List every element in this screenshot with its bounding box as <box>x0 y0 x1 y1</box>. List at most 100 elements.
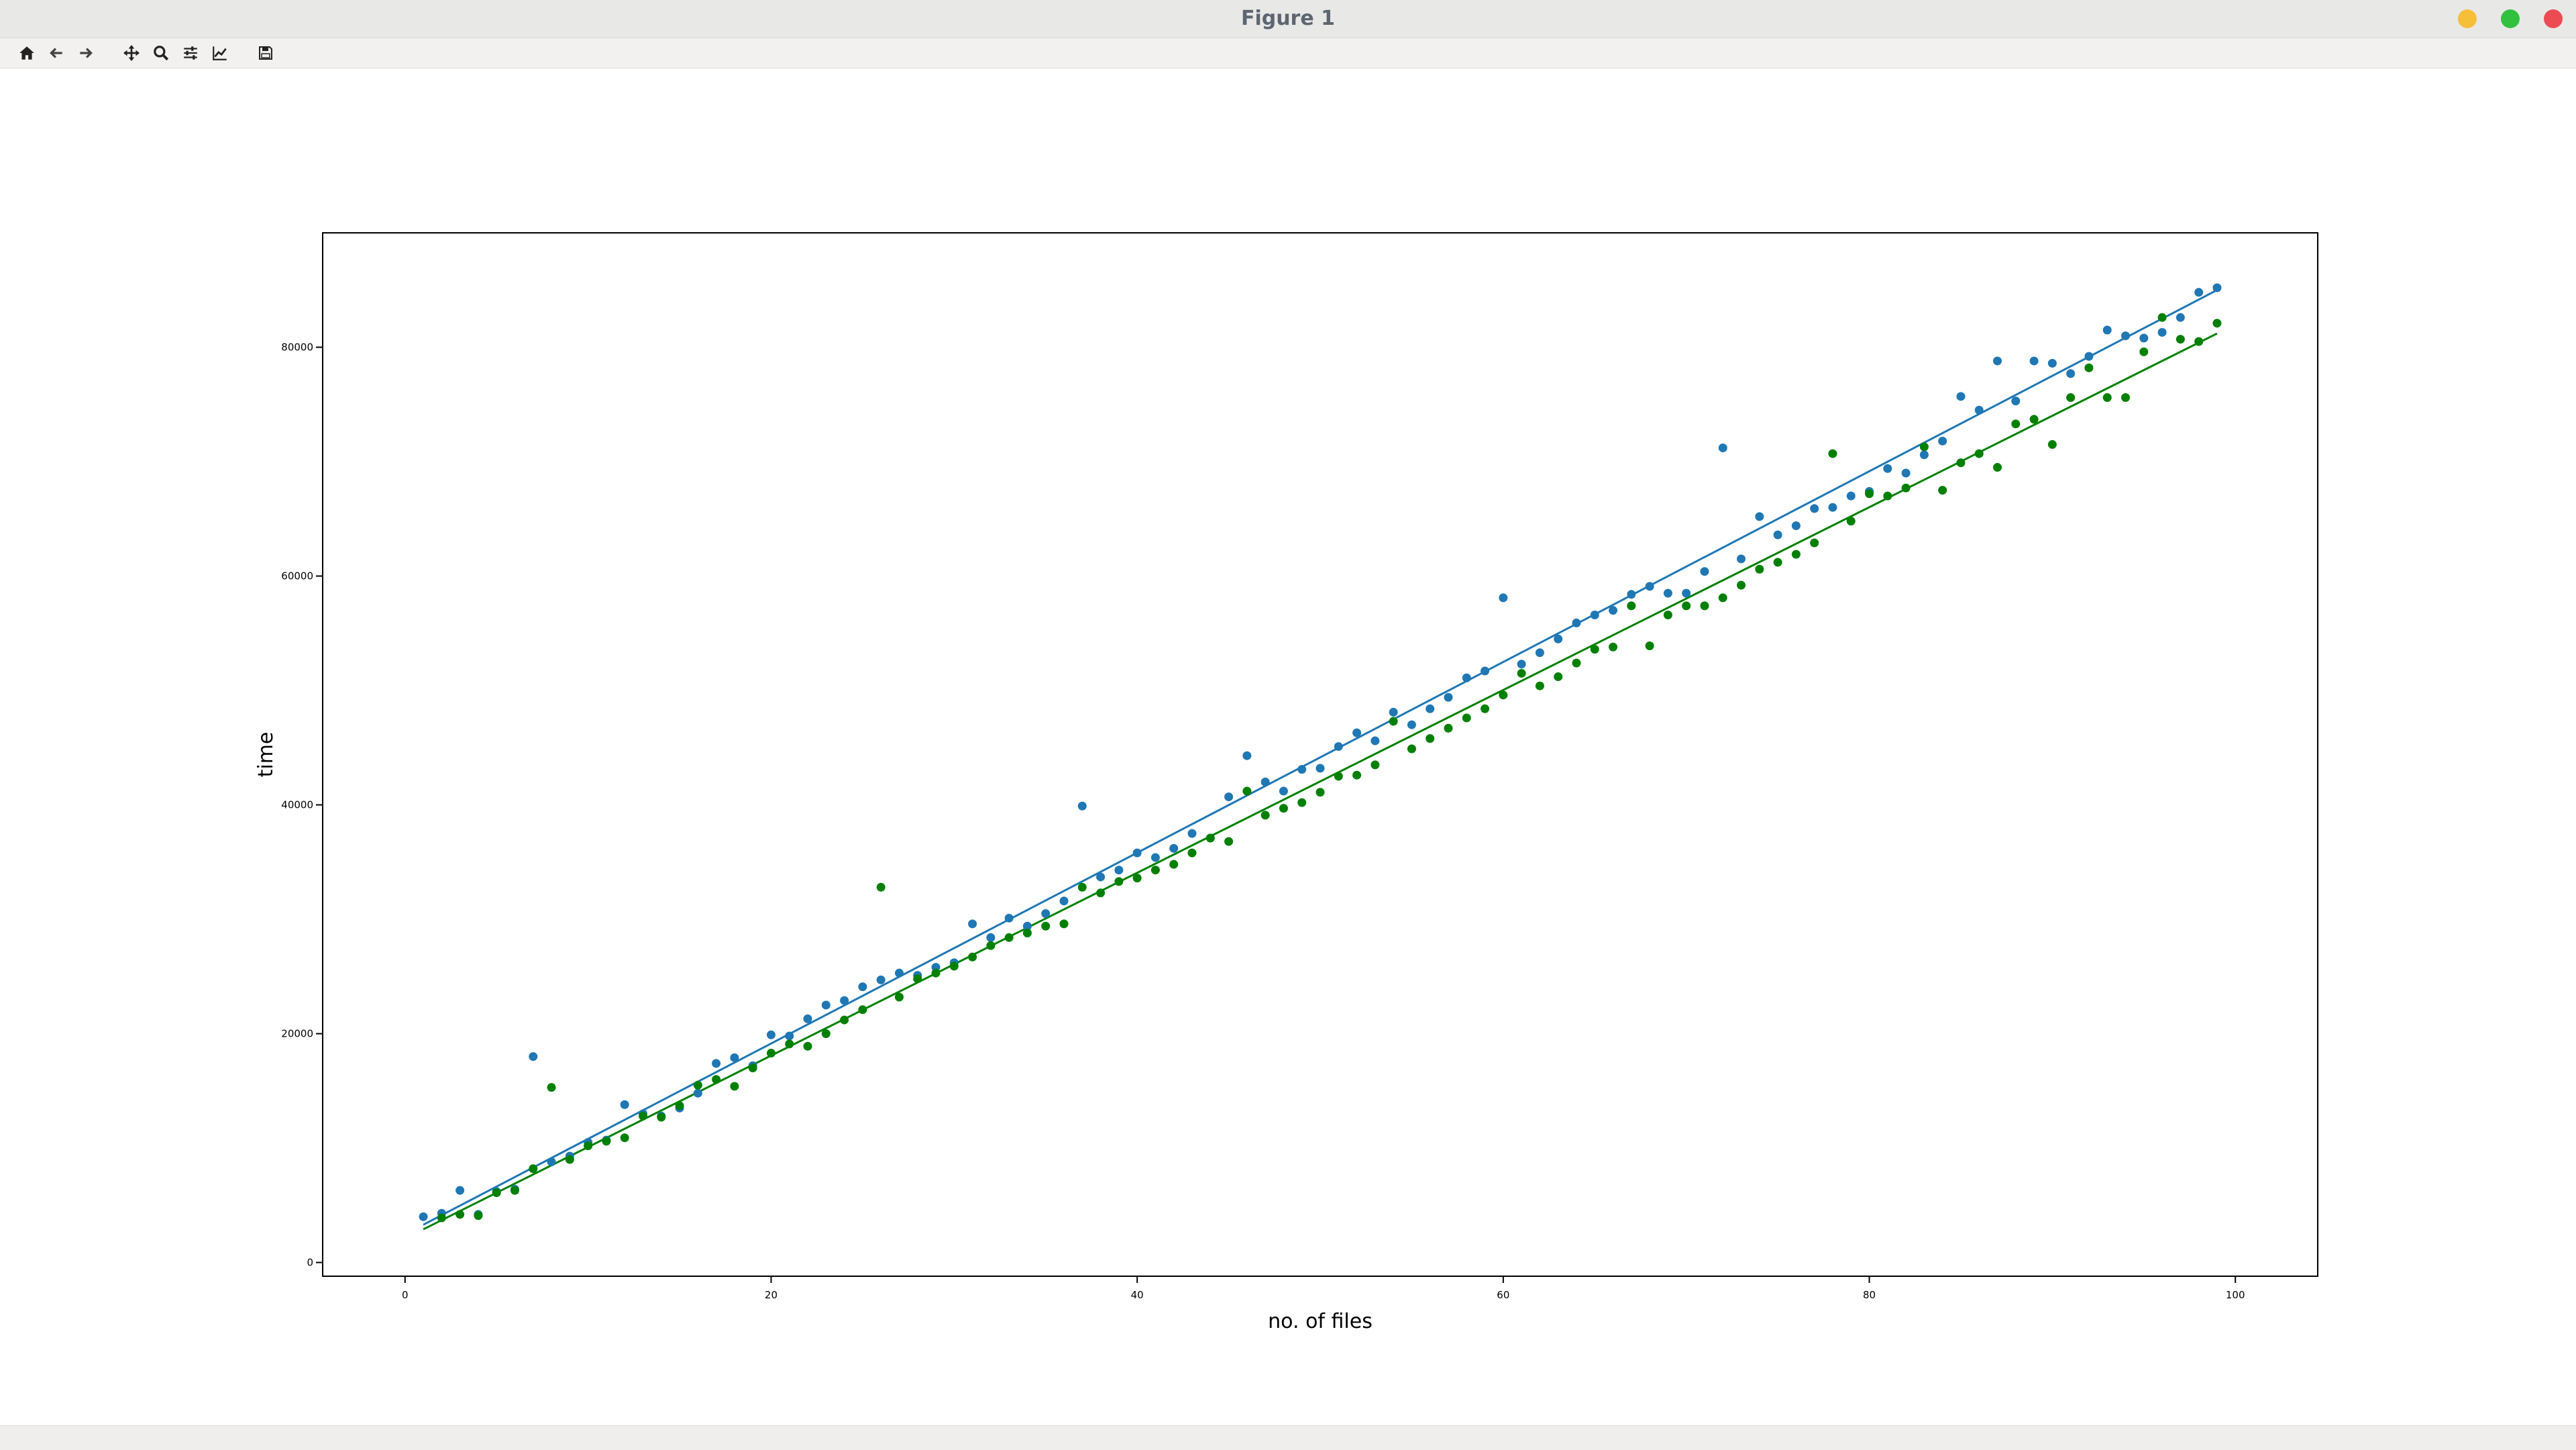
series-2-point <box>1260 811 1270 820</box>
series-1-point <box>1993 356 2002 366</box>
series-1-point <box>730 1053 739 1062</box>
x-tick-label: 80 <box>1863 1289 1876 1301</box>
line-chart-icon <box>213 46 227 60</box>
series-1-point <box>968 919 977 929</box>
series-1-point <box>1316 764 1325 773</box>
series-1-point <box>986 933 996 942</box>
x-tick-label: 40 <box>1131 1289 1144 1301</box>
series-2-point <box>1755 564 1764 574</box>
series-2-point <box>602 1137 611 1146</box>
move-arrows-icon <box>123 45 140 61</box>
series-2-point <box>1590 645 1599 654</box>
series-2-point <box>510 1186 519 1195</box>
series-1-point <box>2084 352 2094 361</box>
series-1-point <box>1371 736 1380 745</box>
y-tick-label: 60000 <box>281 570 313 582</box>
series-1-point <box>1663 588 1672 598</box>
series-2-point <box>858 1005 867 1015</box>
series-2-point <box>1389 717 1398 726</box>
series-2-point <box>821 1029 830 1039</box>
series-2-point <box>1901 483 1911 493</box>
x-tick-label: 60 <box>1497 1289 1509 1301</box>
series-2-point <box>748 1064 757 1073</box>
series-2-point <box>584 1141 593 1151</box>
series-1-point <box>1791 521 1801 530</box>
series-2-point <box>2121 393 2131 403</box>
series-2-point <box>1132 874 1142 883</box>
x-axis-label: no. of files <box>1268 1310 1373 1333</box>
series-2-point <box>1828 449 1837 458</box>
sliders-icon <box>184 46 197 60</box>
series-2-point <box>1627 601 1636 611</box>
series-1-point <box>2066 369 2076 378</box>
minimize-button[interactable] <box>2458 9 2477 28</box>
series-2-point <box>876 882 885 892</box>
series-2-point <box>1352 770 1362 780</box>
series-1-point <box>1755 512 1764 521</box>
series-2-point <box>766 1049 775 1058</box>
series-2-point <box>1279 804 1288 813</box>
floppy-disk-icon <box>259 46 272 60</box>
window-title: Figure 1 <box>1240 7 1336 30</box>
series-2-point <box>437 1213 446 1223</box>
series-2-point <box>1059 919 1069 929</box>
arrow-left-icon <box>50 48 62 58</box>
series-1-point <box>858 982 867 992</box>
series-2-point <box>2011 419 2021 429</box>
y-tick-label: 20000 <box>281 1028 313 1040</box>
series-2-point <box>1499 690 1508 700</box>
figure-canvas[interactable]: 0 20 40 60 80 100 0 20000 40000 60000 80000 no. o… <box>0 68 2576 1425</box>
edit-axis-button[interactable] <box>208 41 232 65</box>
series-2-point <box>1150 866 1160 875</box>
series-1-point <box>1810 504 1819 513</box>
y-tick-label: 0 <box>307 1257 313 1269</box>
home-button[interactable] <box>15 41 39 65</box>
series-2-point <box>2139 347 2149 356</box>
series-1-point <box>785 1031 794 1041</box>
series-1-point <box>1224 792 1234 802</box>
series-2-point <box>2176 335 2185 344</box>
series-1-point <box>1462 673 1471 682</box>
save-button[interactable] <box>254 41 278 65</box>
series-2-point <box>1773 558 1782 567</box>
series-2-point <box>1993 463 2002 472</box>
series-1-point <box>876 975 885 984</box>
series-1-point <box>1590 610 1599 619</box>
series-1-point <box>894 968 904 978</box>
series-1-point <box>2139 333 2149 343</box>
series-2-point <box>2194 337 2204 346</box>
series-1-point <box>529 1052 538 1061</box>
axes-frame <box>322 232 2318 1277</box>
series-1-fit-line <box>423 289 2218 1226</box>
series-1-point <box>1535 648 1544 658</box>
series-2-point <box>675 1101 684 1110</box>
forward-button[interactable] <box>74 41 98 65</box>
series-1-point <box>1279 786 1288 796</box>
series-2-point <box>1554 672 1563 682</box>
series-2-point <box>1810 538 1819 548</box>
zoom-button[interactable] <box>149 41 173 65</box>
configure-subplots-button[interactable] <box>178 41 203 65</box>
series-2-point <box>547 1083 556 1092</box>
series-2-point <box>1682 601 1691 611</box>
series-1-point <box>1828 503 1837 512</box>
series-2-point <box>1517 668 1526 678</box>
series-2-point <box>1169 860 1179 869</box>
series-2-point <box>1609 642 1618 652</box>
series-2-point <box>730 1082 739 1091</box>
series-2-point <box>1956 458 1966 468</box>
series-1-point <box>1297 765 1307 774</box>
back-button[interactable] <box>44 41 68 65</box>
close-button[interactable] <box>2544 9 2563 28</box>
series-1-point <box>1682 588 1691 598</box>
series-2-point <box>1187 848 1197 858</box>
series-2-point <box>1022 928 1032 937</box>
series-2-point <box>1444 723 1453 733</box>
series-2-point <box>2157 313 2167 322</box>
series-1-point <box>1041 909 1051 919</box>
series-1-point <box>1169 843 1179 853</box>
maximize-button[interactable] <box>2501 9 2520 28</box>
pan-button[interactable] <box>119 41 144 65</box>
series-1-point <box>1846 491 1856 501</box>
series-1-point <box>1352 728 1362 737</box>
